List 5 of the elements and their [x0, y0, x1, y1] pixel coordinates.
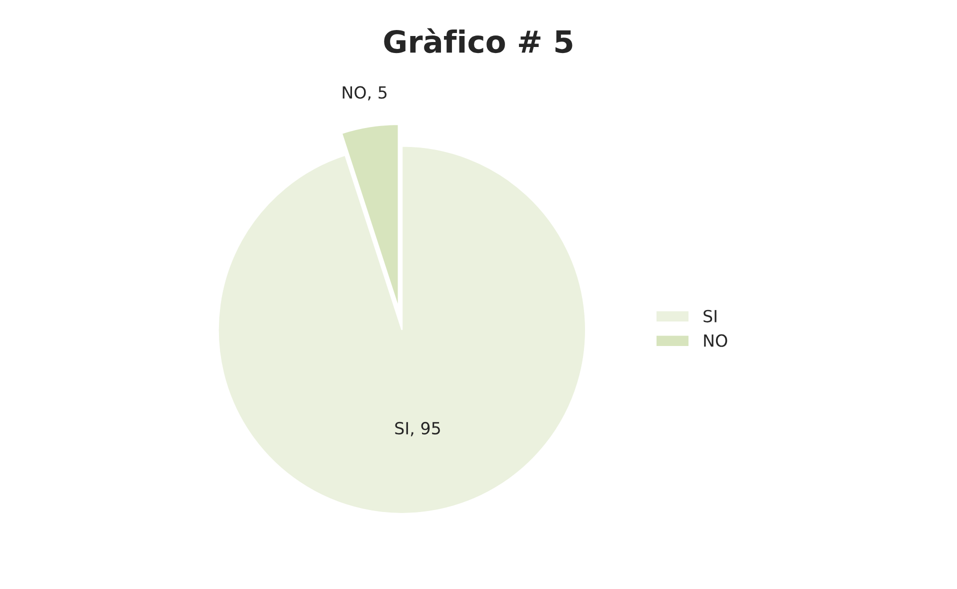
chart-title: Gràfico # 5 [384, 28, 572, 54]
data-label: NO, 5 [342, 86, 387, 100]
legend-label: SI [704, 310, 716, 322]
data-label: SI, 95 [395, 422, 440, 436]
legend-label: NO [704, 334, 728, 347]
